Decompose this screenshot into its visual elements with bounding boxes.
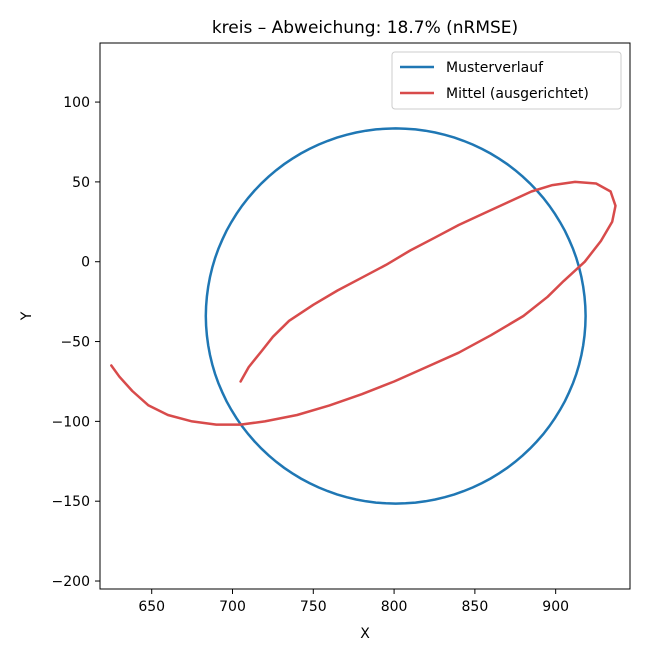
legend: Musterverlauf Mittel (ausgerichtet) [391,51,622,110]
y-tick-label: −100 [52,414,90,430]
x-tick-label: 700 [219,599,246,615]
legend-label-musterverlauf: Musterverlauf [446,60,544,76]
x-tick-label: 900 [542,599,569,615]
legend-label-mittel: Mittel (ausgerichtet) [446,86,589,102]
y-axis-label: Y [19,311,35,321]
y-tick-label: 50 [72,175,90,191]
plot-area [110,127,617,505]
y-tick-label: 0 [81,255,90,271]
x-tick-label: 850 [462,599,489,615]
legend-box [391,51,622,110]
y-tick-label: −200 [52,574,90,590]
x-axis-ticks: 650 700 750 800 850 900 [138,589,569,615]
chart-title: kreis – Abweichung: 18.7% (nRMSE) [212,18,518,38]
x-tick-label: 750 [300,599,327,615]
series-mittel-line [110,180,617,426]
y-tick-label: −50 [60,335,90,351]
x-tick-label: 800 [381,599,408,615]
plot-frame [99,42,631,590]
x-tick-label: 650 [138,599,165,615]
y-axis-ticks: 100 50 0 −50 −100 −150 −200 [52,95,100,590]
x-axis-label: X [360,626,370,642]
series-musterverlauf-line [204,127,587,505]
y-tick-label: −150 [52,494,90,510]
y-tick-label: 100 [63,95,90,111]
